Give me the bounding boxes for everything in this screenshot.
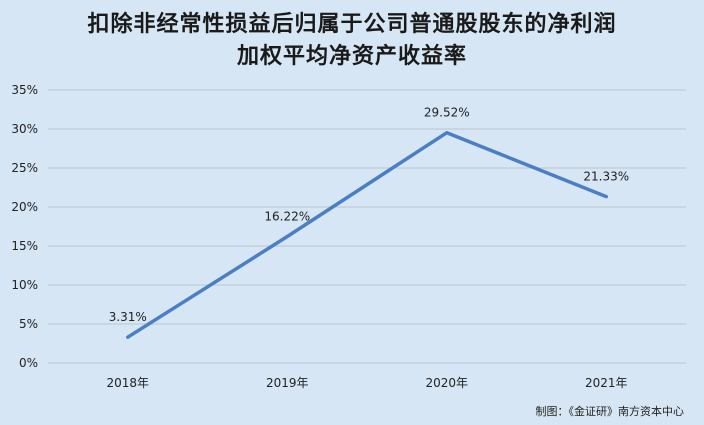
y-tick-label: 30% <box>11 122 38 136</box>
y-tick-label: 25% <box>11 161 38 175</box>
chart-credit: 制图：《金证研》南方资本中心 <box>535 405 685 418</box>
x-tick-label: 2019年 <box>266 376 309 390</box>
chart-title-line-1: 扣除非经常性损益后归属于公司普通股股东的净利润 <box>87 11 617 37</box>
data-point <box>285 234 289 238</box>
x-tick-label: 2018年 <box>106 376 149 390</box>
x-tick-label: 2020年 <box>425 376 468 390</box>
series-line <box>126 130 609 339</box>
chart-title-line-2: 加权平均净资产收益率 <box>236 43 467 69</box>
chart-title: 扣除非经常性损益后归属于公司普通股股东的净利润 加权平均净资产收益率 <box>0 8 704 72</box>
data-label: 3.31% <box>109 310 147 324</box>
y-tick-label: 35% <box>11 83 38 97</box>
y-tick-label: 0% <box>19 356 38 370</box>
data-label: 16.22% <box>264 209 310 223</box>
y-tick-label: 20% <box>11 200 38 214</box>
y-tick-label: 10% <box>11 278 38 292</box>
data-label: 29.52% <box>424 106 470 120</box>
data-point <box>126 335 130 339</box>
y-tick-label: 5% <box>19 317 38 331</box>
data-point <box>445 131 449 135</box>
x-tick-label: 2021年 <box>585 376 628 390</box>
y-tick-label: 15% <box>11 239 38 253</box>
data-label: 21.33% <box>583 170 629 184</box>
data-point <box>604 195 608 199</box>
